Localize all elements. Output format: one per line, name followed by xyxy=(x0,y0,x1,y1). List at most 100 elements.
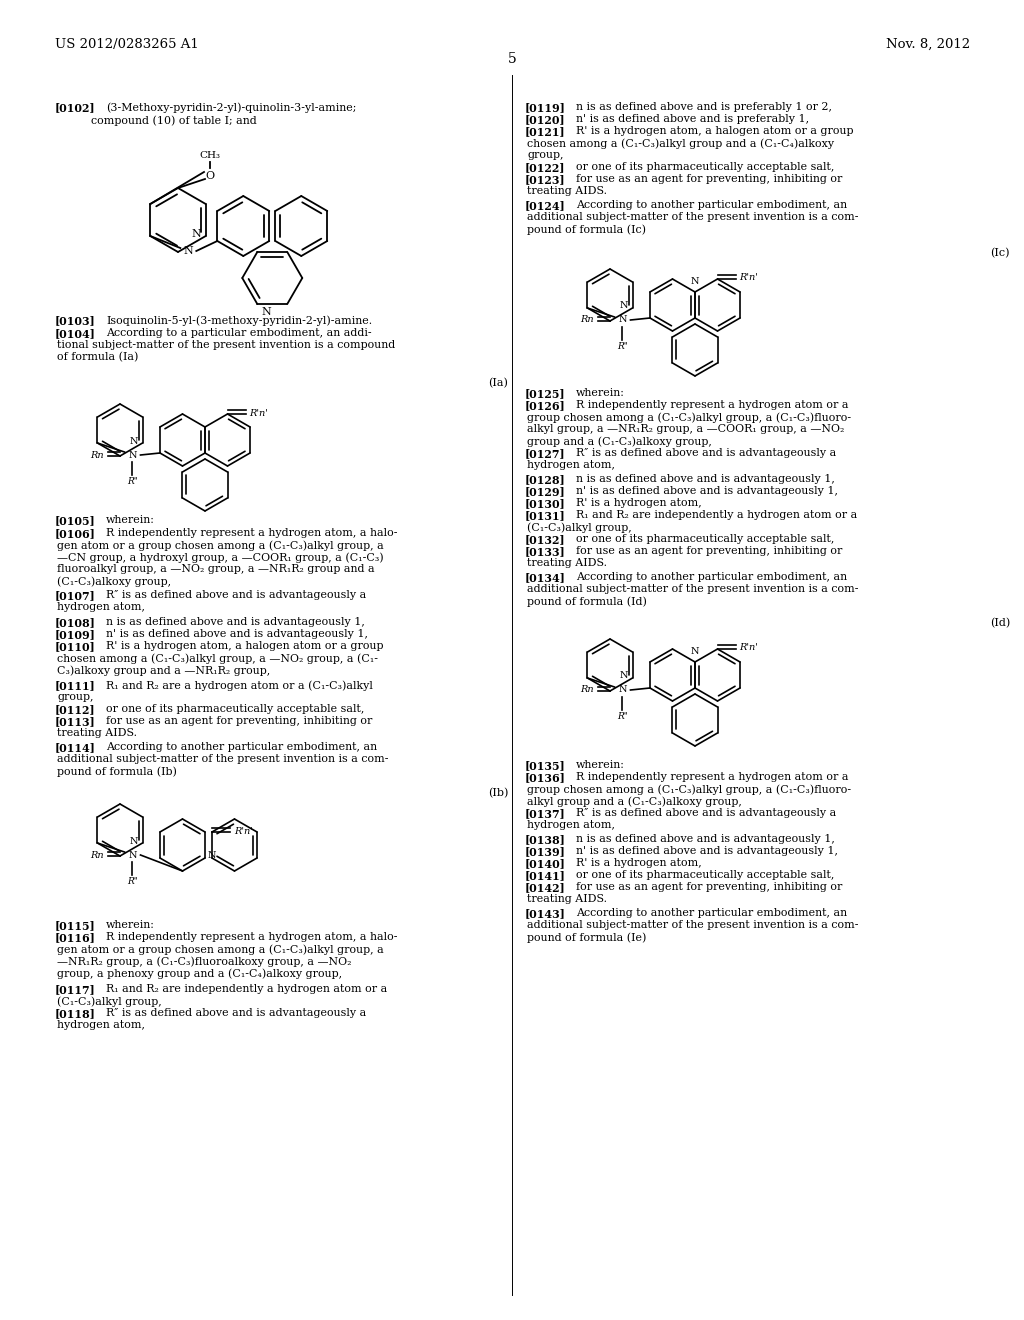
Text: —NR₁R₂ group, a (C₁-C₃)fluoroalkoxy group, a —NO₂: —NR₁R₂ group, a (C₁-C₃)fluoroalkoxy grou… xyxy=(57,956,351,966)
Text: [0135]: [0135] xyxy=(525,760,565,771)
Text: R independently represent a hydrogen atom or a: R independently represent a hydrogen ato… xyxy=(575,400,849,411)
Text: [0122]: [0122] xyxy=(525,162,565,173)
Text: R₁ and R₂ are independently a hydrogen atom or a: R₁ and R₂ are independently a hydrogen a… xyxy=(575,510,857,520)
Text: additional subject-matter of the present invention is a com-: additional subject-matter of the present… xyxy=(57,754,388,764)
Text: [0106]: [0106] xyxy=(55,528,96,539)
Text: [0115]: [0115] xyxy=(55,920,96,931)
Text: —CN group, a hydroxyl group, a —COOR₁ group, a (C₁-C₃): —CN group, a hydroxyl group, a —COOR₁ gr… xyxy=(57,552,384,562)
Text: [0120]: [0120] xyxy=(525,114,565,125)
Text: of formula (Ia): of formula (Ia) xyxy=(57,352,138,362)
Text: Rn: Rn xyxy=(90,450,104,459)
Text: [0131]: [0131] xyxy=(525,510,565,521)
Text: (Ib): (Ib) xyxy=(488,788,508,799)
Text: [0132]: [0132] xyxy=(525,535,565,545)
Text: R independently represent a hydrogen atom, a halo-: R independently represent a hydrogen ato… xyxy=(106,528,397,539)
Text: Isoquinolin-5-yl-(3-methoxy-pyridin-2-yl)-amine.: Isoquinolin-5-yl-(3-methoxy-pyridin-2-yl… xyxy=(106,315,372,326)
Text: treating AIDS.: treating AIDS. xyxy=(527,558,607,568)
Text: [0103]: [0103] xyxy=(55,315,96,326)
Text: n' is as defined above and is advantageously 1,: n' is as defined above and is advantageo… xyxy=(575,846,838,855)
Text: pound of formula (Ic): pound of formula (Ic) xyxy=(527,224,646,235)
Text: According to another particular embodiment, an: According to another particular embodime… xyxy=(575,201,847,210)
Text: [0137]: [0137] xyxy=(525,808,565,818)
Text: [0113]: [0113] xyxy=(55,715,96,727)
Text: O: O xyxy=(206,172,215,181)
Text: pound of formula (Id): pound of formula (Id) xyxy=(527,597,647,607)
Text: N: N xyxy=(691,647,699,656)
Text: [0133]: [0133] xyxy=(525,546,565,557)
Text: [0124]: [0124] xyxy=(525,201,565,211)
Text: [0138]: [0138] xyxy=(525,834,566,845)
Text: for use as an agent for preventing, inhibiting or: for use as an agent for preventing, inhi… xyxy=(575,546,843,556)
Text: R": R" xyxy=(617,711,628,721)
Text: Rn: Rn xyxy=(581,315,594,325)
Text: N: N xyxy=(208,851,216,861)
Text: R": R" xyxy=(127,477,138,486)
Text: R″ is as defined above and is advantageously a: R″ is as defined above and is advantageo… xyxy=(106,590,367,601)
Text: for use as an agent for preventing, inhibiting or: for use as an agent for preventing, inhi… xyxy=(575,174,843,183)
Text: US 2012/0283265 A1: US 2012/0283265 A1 xyxy=(55,38,199,51)
Text: wherein:: wherein: xyxy=(106,920,155,931)
Text: [0142]: [0142] xyxy=(525,882,565,894)
Text: N: N xyxy=(618,685,627,694)
Text: hydrogen atom,: hydrogen atom, xyxy=(57,1020,145,1030)
Text: R″ is as defined above and is advantageously a: R″ is as defined above and is advantageo… xyxy=(575,808,837,818)
Text: According to another particular embodiment, an: According to another particular embodime… xyxy=(575,572,847,582)
Text: Rn: Rn xyxy=(581,685,594,694)
Text: wherein:: wherein: xyxy=(575,388,625,399)
Text: [0110]: [0110] xyxy=(55,642,96,652)
Text: R independently represent a hydrogen atom, a halo-: R independently represent a hydrogen ato… xyxy=(106,932,397,942)
Text: R": R" xyxy=(127,876,138,886)
Text: [0114]: [0114] xyxy=(55,742,96,752)
Text: [0111]: [0111] xyxy=(55,680,96,690)
Text: pound of formula (Ib): pound of formula (Ib) xyxy=(57,766,177,776)
Text: alkyl group and a (C₁-C₃)alkoxy group,: alkyl group and a (C₁-C₃)alkoxy group, xyxy=(527,796,741,807)
Text: group,: group, xyxy=(57,692,93,702)
Text: [0141]: [0141] xyxy=(525,870,566,880)
Text: chosen among a (C₁-C₃)alkyl group and a (C₁-C₄)alkoxy: chosen among a (C₁-C₃)alkyl group and a … xyxy=(527,139,835,149)
Text: n' is as defined above and is advantageously 1,: n' is as defined above and is advantageo… xyxy=(575,486,838,496)
Text: R'n': R'n' xyxy=(233,826,253,836)
Text: [0102]: [0102] xyxy=(55,102,95,114)
Text: R'n': R'n' xyxy=(739,644,759,652)
Text: (Ic): (Ic) xyxy=(990,248,1010,259)
Text: R' is a hydrogen atom,: R' is a hydrogen atom, xyxy=(575,498,701,508)
Text: CH₃: CH₃ xyxy=(200,152,220,161)
Text: [0112]: [0112] xyxy=(55,704,95,715)
Text: n' is as defined above and is advantageously 1,: n' is as defined above and is advantageo… xyxy=(106,630,368,639)
Text: additional subject-matter of the present invention is a com-: additional subject-matter of the present… xyxy=(527,583,858,594)
Text: treating AIDS.: treating AIDS. xyxy=(57,729,137,738)
Text: (C₁-C₃)alkoxy group,: (C₁-C₃)alkoxy group, xyxy=(57,576,171,586)
Text: R": R" xyxy=(617,342,628,351)
Text: [0134]: [0134] xyxy=(525,572,566,583)
Text: hydrogen atom,: hydrogen atom, xyxy=(527,820,615,830)
Text: n is as defined above and is advantageously 1,: n is as defined above and is advantageou… xyxy=(575,474,835,484)
Text: N: N xyxy=(620,301,629,310)
Text: [0108]: [0108] xyxy=(55,616,96,628)
Text: According to another particular embodiment, an: According to another particular embodime… xyxy=(106,742,377,752)
Text: R independently represent a hydrogen atom or a: R independently represent a hydrogen ato… xyxy=(575,772,849,781)
Text: hydrogen atom,: hydrogen atom, xyxy=(57,602,145,612)
Text: (C₁-C₃)alkyl group,: (C₁-C₃)alkyl group, xyxy=(527,521,632,532)
Text: [0116]: [0116] xyxy=(55,932,96,942)
Text: chosen among a (C₁-C₃)alkyl group, a —NO₂ group, a (C₁-: chosen among a (C₁-C₃)alkyl group, a —NO… xyxy=(57,653,378,664)
Text: [0136]: [0136] xyxy=(525,772,566,783)
Text: or one of its pharmaceutically acceptable salt,: or one of its pharmaceutically acceptabl… xyxy=(575,535,835,544)
Text: N: N xyxy=(620,672,629,681)
Text: for use as an agent for preventing, inhibiting or: for use as an agent for preventing, inhi… xyxy=(575,882,843,892)
Text: gen atom or a group chosen among a (C₁-C₃)alkyl group, a: gen atom or a group chosen among a (C₁-C… xyxy=(57,540,384,550)
Text: group chosen among a (C₁-C₃)alkyl group, a (C₁-C₃)fluoro-: group chosen among a (C₁-C₃)alkyl group,… xyxy=(527,412,851,422)
Text: R″ is as defined above and is advantageously a: R″ is as defined above and is advantageo… xyxy=(106,1008,367,1018)
Text: gen atom or a group chosen among a (C₁-C₃)alkyl group, a: gen atom or a group chosen among a (C₁-C… xyxy=(57,944,384,954)
Text: C₃)alkoxy group and a —NR₁R₂ group,: C₃)alkoxy group and a —NR₁R₂ group, xyxy=(57,665,270,676)
Text: wherein:: wherein: xyxy=(106,515,155,525)
Text: additional subject-matter of the present invention is a com-: additional subject-matter of the present… xyxy=(527,920,858,931)
Text: [0128]: [0128] xyxy=(525,474,565,484)
Text: compound (10) of table I; and: compound (10) of table I; and xyxy=(91,115,257,125)
Text: R'n': R'n' xyxy=(250,408,268,417)
Text: or one of its pharmaceutically acceptable salt,: or one of its pharmaceutically acceptabl… xyxy=(575,162,835,172)
Text: [0125]: [0125] xyxy=(525,388,565,399)
Text: additional subject-matter of the present invention is a com-: additional subject-matter of the present… xyxy=(527,213,858,222)
Text: [0127]: [0127] xyxy=(525,447,565,459)
Text: group, a phenoxy group and a (C₁-C₄)alkoxy group,: group, a phenoxy group and a (C₁-C₄)alko… xyxy=(57,968,342,978)
Text: [0104]: [0104] xyxy=(55,327,96,339)
